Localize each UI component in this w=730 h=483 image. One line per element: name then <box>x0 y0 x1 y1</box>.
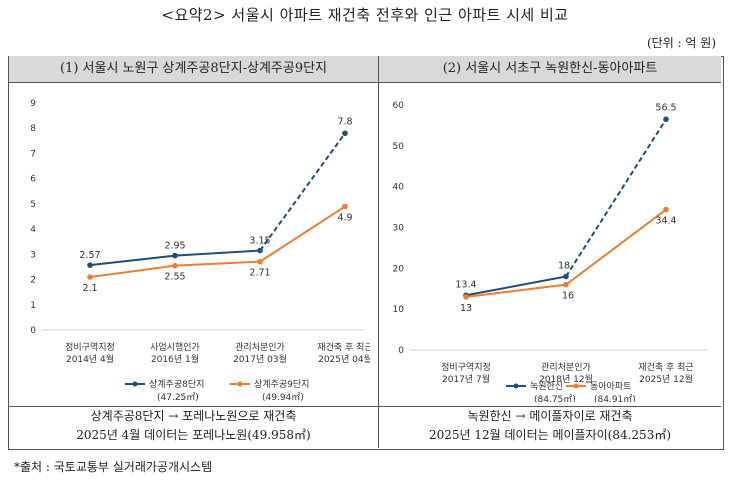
left-y-tick-label: 4 <box>30 225 36 235</box>
right-x-tick-label: 재건축 후 최근 <box>638 362 693 373</box>
right-series-0-point <box>563 273 569 280</box>
right-caption-line2: 2025년 12월 데이터는 메이플자이(84.253㎡) <box>428 428 672 442</box>
left-caption-line2: 2025년 4월 데이터는 포레나노원(49.958㎡) <box>76 428 311 442</box>
right-series-1-point <box>663 206 669 213</box>
right-series-0-line <box>465 275 567 297</box>
left-series-1-point <box>342 203 348 210</box>
left-legend-marker-0 <box>132 381 138 387</box>
right-panel-caption: 녹원한신 → 메이플자이로 재건축 2025년 12월 데이터는 메이플자이(8… <box>379 406 721 448</box>
left-series-1-point <box>172 262 178 269</box>
right-y-tick-label: 50 <box>393 142 405 152</box>
left-y-tick-label: 3 <box>30 250 36 260</box>
left-legend-sublabel-1: (49.94㎡) <box>262 392 304 402</box>
left-series-0-point <box>87 262 93 268</box>
right-y-tick-label: 30 <box>393 224 405 234</box>
table-divider <box>378 56 379 448</box>
left-x-tick-sublabel: 2025년 04월 <box>318 353 370 365</box>
right-y-tick-label: 40 <box>393 183 405 193</box>
left-x-tick-label: 관리처분인가 <box>235 341 285 353</box>
left-series-0-point <box>172 252 178 259</box>
left-y-tick-label: 0 <box>30 326 36 336</box>
right-legend-sublabel-1: (84.91㎡) <box>594 394 636 402</box>
left-series-1-point <box>257 258 263 265</box>
right-y-tick-label: 20 <box>393 264 405 274</box>
right-series-1-point <box>463 294 469 300</box>
right-panel-header: (2) 서울시 서초구 녹원한신-동아아파트 <box>379 56 721 83</box>
left-series-1-data-label: 2.1 <box>82 283 97 294</box>
left-y-tick-label: 6 <box>30 175 36 185</box>
left-series-0-point <box>257 247 263 254</box>
left-series-1-data-label: 2.71 <box>249 268 270 279</box>
right-series-1-data-label: 16 <box>562 291 574 302</box>
left-legend-label-0: 상계주공8단지 <box>149 378 204 390</box>
right-legend-sublabel-0: (84.75㎡) <box>534 394 576 402</box>
left-series-0-data-label: 2.57 <box>79 250 100 261</box>
left-series-1-data-label: 2.55 <box>164 272 185 283</box>
right-x-tick-label: 정비구역지정 <box>441 362 491 373</box>
left-y-tick-label: 2 <box>30 276 36 286</box>
right-y-tick-label: 60 <box>393 101 405 111</box>
right-caption-line1: 녹원한신 → 메이플자이로 재건축 <box>467 409 633 423</box>
right-series-0-data-label: 13.4 <box>455 279 476 290</box>
left-x-tick-label: 정비구역지정 <box>65 342 115 353</box>
right-series-0-data-label: 18 <box>558 261 570 272</box>
right-x-tick-sublabel: 2025년 12월 <box>639 373 693 385</box>
left-panel-caption: 상계주공8단지 → 포레나노원으로 재건축 2025년 4월 데이터는 포레나노… <box>9 406 378 448</box>
left-legend-marker-1 <box>237 381 243 387</box>
right-series-0-data-label: 56.5 <box>655 102 676 113</box>
left-series-0-data-label: 2.95 <box>164 241 185 252</box>
left-y-tick-label: 7 <box>30 149 36 159</box>
left-series-1-point <box>87 274 93 280</box>
left-series-0-data-label: 3.15 <box>249 236 270 247</box>
left-x-tick-label: 사업시행인가 <box>150 341 200 353</box>
right-x-tick-label: 관리처분인가 <box>541 361 591 373</box>
left-legend-label-1: 상계주공9단지 <box>254 378 309 390</box>
left-series-0-dashed-line <box>259 132 346 252</box>
unit-label: (단위 : 억 원) <box>646 36 716 50</box>
left-series-0-data-label: 7.8 <box>337 116 352 127</box>
left-y-tick-label: 9 <box>30 99 36 109</box>
right-y-tick-label: 0 <box>398 346 404 356</box>
right-series-1-point <box>563 281 569 288</box>
left-panel-header: (1) 서울시 노원구 상계주공8단지-상계주공9단지 <box>9 56 378 83</box>
right-legend-marker-1 <box>573 383 579 389</box>
right-series-0-dashed-line <box>565 118 667 278</box>
left-x-tick-sublabel: 2014년 4월 <box>66 353 114 365</box>
right-series-1-data-label: 13 <box>460 303 472 314</box>
right-x-tick-sublabel: 2018년 12월 <box>539 373 593 385</box>
right-y-tick-label: 10 <box>393 305 405 315</box>
right-legend-label-1: 동아아파트 <box>590 381 631 392</box>
right-legend-label-0: 녹원한신 <box>530 381 563 392</box>
left-legend-sublabel-0: (47.25㎡) <box>157 392 199 402</box>
left-series-1-data-label: 4.9 <box>337 212 352 223</box>
left-series-1-line <box>89 205 346 279</box>
left-series-0-point <box>342 130 348 137</box>
source-note: *출처 : 국토교통부 실거래가공개시스템 <box>14 460 213 474</box>
right-series-1-data-label: 34.4 <box>655 216 676 227</box>
right-legend-marker-0 <box>513 383 519 389</box>
left-caption-line1: 상계주공8단지 → 포레나노원으로 재건축 <box>90 409 297 423</box>
right-x-tick-sublabel: 2017년 7월 <box>442 373 490 385</box>
left-x-tick-sublabel: 2016년 1월 <box>151 353 199 365</box>
left-x-tick-label: 재건축 후 최근 <box>317 342 370 353</box>
page-title: <요약2> 서울시 아파트 재건축 전후와 인근 아파트 시세 비교 <box>161 6 569 24</box>
left-x-tick-sublabel: 2017년 03월 <box>233 353 287 365</box>
left-y-tick-label: 8 <box>30 124 36 134</box>
right-series-0-point <box>663 116 669 123</box>
left-y-tick-label: 1 <box>30 301 36 311</box>
left-y-tick-label: 5 <box>30 200 36 210</box>
